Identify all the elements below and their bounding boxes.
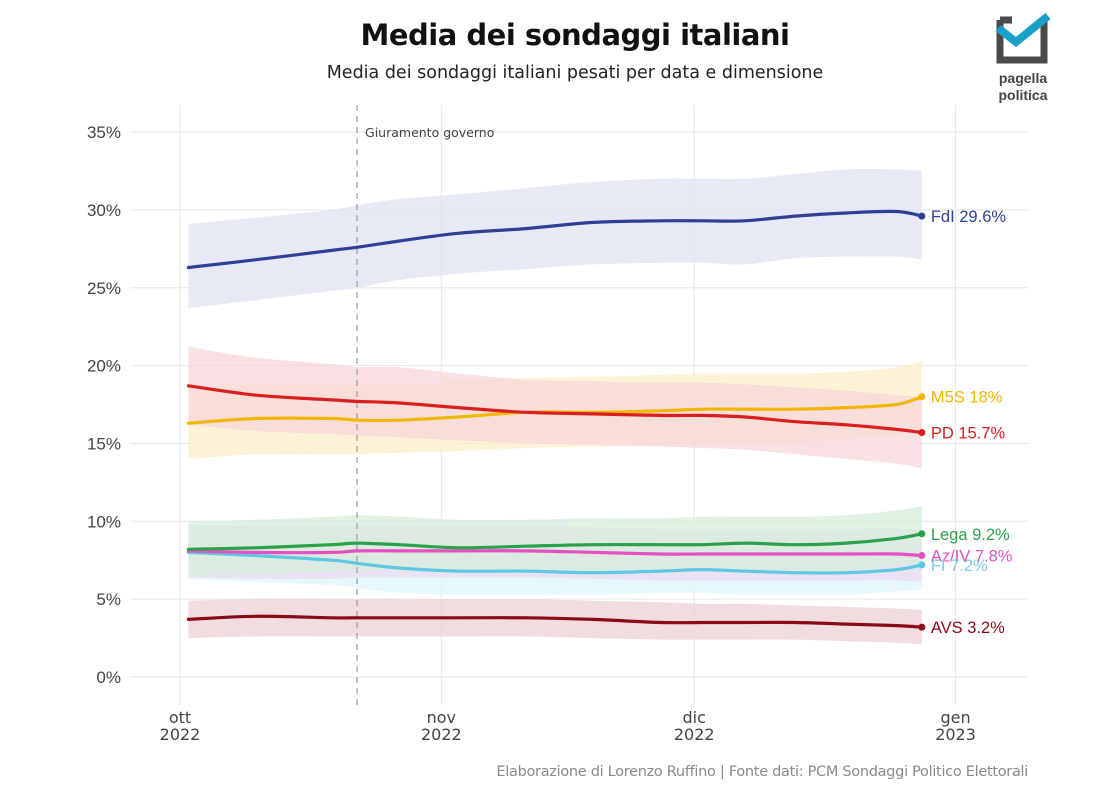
end-point-avs (918, 623, 926, 631)
checkbox-check-icon (995, 12, 1051, 64)
y-tick-label: 10% (87, 512, 121, 531)
y-tick-label: 25% (87, 279, 121, 298)
line-lega (186, 532, 924, 551)
logo-text-line2: politica (998, 87, 1048, 103)
end-point-fdi (918, 212, 926, 220)
end-label-avs: AVS 3.2% (931, 619, 1005, 637)
line-pd (186, 384, 924, 435)
chart-title: Media dei sondaggi italiani (360, 18, 790, 52)
end-point-aziv (918, 552, 926, 560)
x-tick-label-year: 2023 (935, 725, 976, 744)
source-caption: Elaborazione di Lorenzo Ruffino | Fonte … (496, 764, 1028, 780)
y-tick-label: 20% (87, 357, 121, 376)
band-avs (188, 599, 922, 645)
line-fdi (186, 209, 924, 270)
band-fdi (188, 168, 922, 308)
x-tick-label-month: ott (169, 708, 191, 727)
confidence-bands (188, 168, 922, 645)
pagella-politica-logo: pagella politica (994, 12, 1058, 108)
line-avs (186, 614, 924, 629)
y-tick-label: 30% (87, 201, 121, 220)
annotation-label: Giuramento governo (365, 125, 494, 140)
end-point-lega (918, 530, 926, 538)
band-pd (188, 346, 922, 469)
x-tick-label-year: 2022 (421, 725, 462, 744)
end-point-m5s (918, 393, 926, 401)
end-label-fdi: FdI 29.6% (931, 208, 1007, 226)
end-labels: FdI 29.6% M5S 18% PD 15.7% Lega 9.2% Az/IV 7… (931, 208, 1013, 637)
end-label-lega: Lega 9.2% (931, 526, 1010, 544)
band-lega (188, 505, 922, 576)
end-label-aziv: Az/IV 7.8% (931, 548, 1013, 566)
chart-subtitle: Media dei sondaggi italiani pesati per d… (326, 63, 824, 83)
x-tick-label-month: nov (427, 708, 456, 727)
series-lines (186, 209, 926, 631)
end-label-m5s: M5S 18% (931, 389, 1003, 407)
end-label-fi: FI 7.2% (931, 557, 988, 575)
y-tick-label: 5% (96, 590, 121, 609)
end-label-pd: PD 15.7% (931, 425, 1006, 443)
annotation-layer: Giuramento governo (356, 105, 494, 705)
x-tick-label-year: 2022 (674, 725, 715, 744)
line-fi (186, 550, 924, 575)
y-tick-label: 0% (96, 668, 121, 687)
line-aziv (186, 549, 924, 558)
x-tick-label-month: dic (683, 708, 706, 727)
y-tick-label: 35% (87, 123, 121, 142)
x-tick-label-year: 2022 (160, 725, 201, 744)
x-tick-label-month: gen (940, 708, 970, 727)
end-point-pd (918, 429, 926, 437)
y-axis: 0% 5% 10% 15% 20% 25% 30% 35% (87, 123, 121, 687)
end-point-fi (918, 561, 926, 569)
logo-text-line1: pagella (998, 70, 1048, 86)
y-tick-label: 15% (87, 434, 121, 453)
